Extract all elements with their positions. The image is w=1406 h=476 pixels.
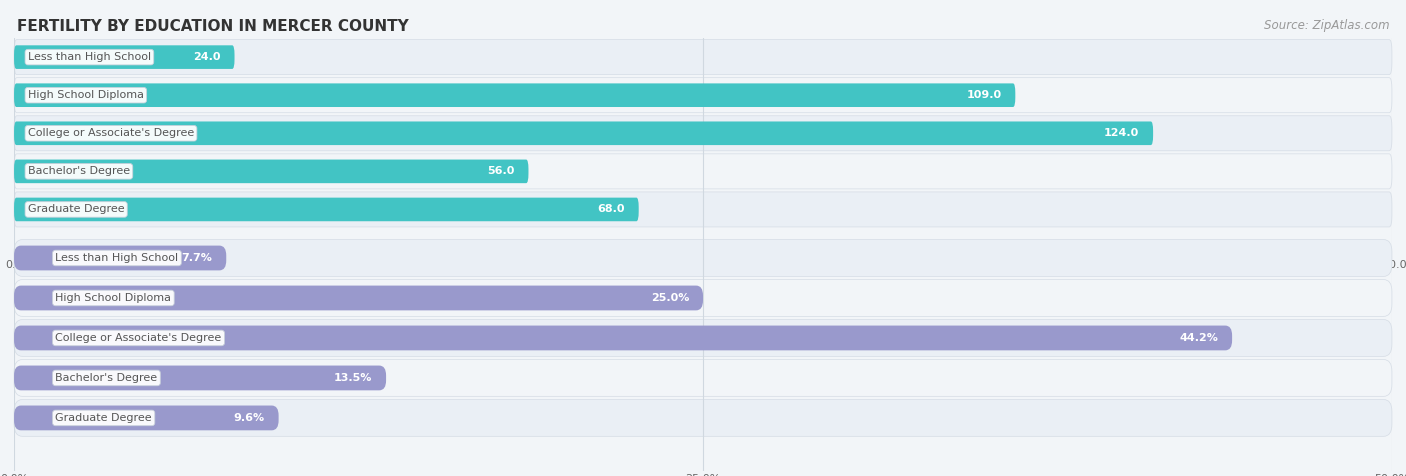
Text: 9.6%: 9.6% — [233, 413, 264, 423]
Text: 7.7%: 7.7% — [181, 253, 212, 263]
Text: College or Associate's Degree: College or Associate's Degree — [28, 128, 194, 139]
Text: High School Diploma: High School Diploma — [28, 90, 143, 100]
FancyBboxPatch shape — [14, 116, 1392, 151]
Text: Less than High School: Less than High School — [28, 52, 150, 62]
FancyBboxPatch shape — [14, 154, 1392, 189]
FancyBboxPatch shape — [14, 366, 387, 390]
Text: 44.2%: 44.2% — [1180, 333, 1219, 343]
FancyBboxPatch shape — [14, 198, 638, 221]
Text: 13.5%: 13.5% — [335, 373, 373, 383]
FancyBboxPatch shape — [14, 359, 1392, 397]
FancyBboxPatch shape — [14, 319, 1392, 357]
FancyBboxPatch shape — [14, 399, 1392, 436]
FancyBboxPatch shape — [14, 40, 1392, 75]
Text: 24.0: 24.0 — [193, 52, 221, 62]
FancyBboxPatch shape — [14, 159, 529, 183]
Text: Graduate Degree: Graduate Degree — [55, 413, 152, 423]
Text: 109.0: 109.0 — [966, 90, 1001, 100]
FancyBboxPatch shape — [14, 78, 1392, 113]
Text: 124.0: 124.0 — [1104, 128, 1139, 139]
Text: 56.0: 56.0 — [488, 166, 515, 177]
FancyBboxPatch shape — [14, 406, 278, 430]
Text: 25.0%: 25.0% — [651, 293, 689, 303]
Text: Bachelor's Degree: Bachelor's Degree — [28, 166, 129, 177]
Text: FERTILITY BY EDUCATION IN MERCER COUNTY: FERTILITY BY EDUCATION IN MERCER COUNTY — [17, 19, 409, 34]
FancyBboxPatch shape — [14, 192, 1392, 227]
FancyBboxPatch shape — [14, 83, 1015, 107]
Text: High School Diploma: High School Diploma — [55, 293, 172, 303]
FancyBboxPatch shape — [14, 326, 1232, 350]
FancyBboxPatch shape — [14, 121, 1153, 145]
Text: College or Associate's Degree: College or Associate's Degree — [55, 333, 222, 343]
Text: Source: ZipAtlas.com: Source: ZipAtlas.com — [1264, 19, 1389, 32]
FancyBboxPatch shape — [14, 246, 226, 270]
FancyBboxPatch shape — [14, 239, 1392, 277]
Text: Less than High School: Less than High School — [55, 253, 179, 263]
Text: 68.0: 68.0 — [598, 204, 624, 215]
FancyBboxPatch shape — [14, 279, 1392, 317]
FancyBboxPatch shape — [14, 286, 703, 310]
Text: Bachelor's Degree: Bachelor's Degree — [55, 373, 157, 383]
Text: Graduate Degree: Graduate Degree — [28, 204, 125, 215]
FancyBboxPatch shape — [14, 45, 235, 69]
